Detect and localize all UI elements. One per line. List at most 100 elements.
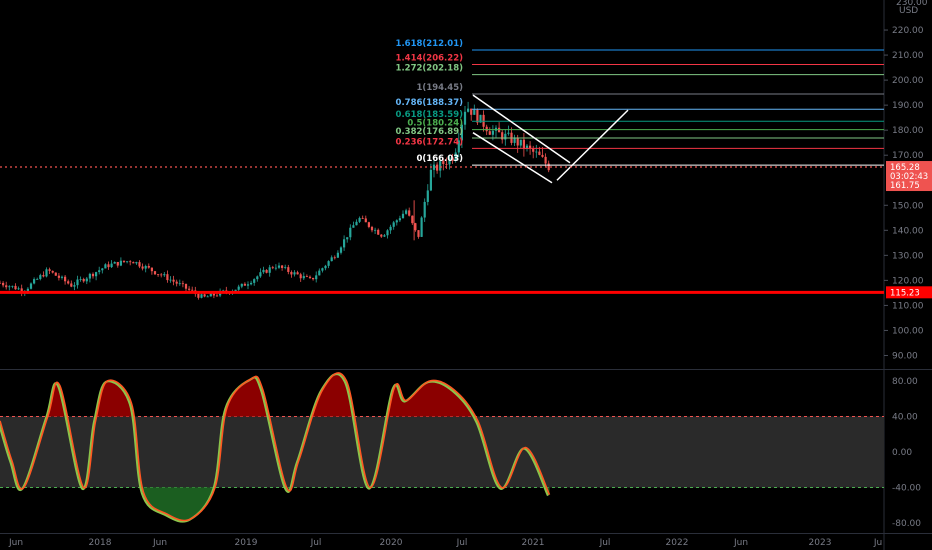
candle-body	[377, 229, 380, 235]
candle-body	[346, 237, 349, 240]
candles[interactable]	[0, 101, 550, 300]
oscillator-pane[interactable]	[0, 372, 884, 523]
candle-body	[212, 293, 215, 296]
candle-body	[237, 286, 240, 290]
trend-drawings[interactable]	[472, 94, 629, 184]
candle-body	[91, 273, 95, 277]
candle-body	[367, 222, 370, 227]
prev-price-value: 161.75	[890, 181, 920, 191]
last-price-value: 165.28	[890, 163, 920, 173]
candle-body	[330, 257, 333, 262]
time-axis-label: 2023	[809, 538, 832, 548]
time-axis-label: Jul	[599, 538, 611, 548]
fib-level-label: 0.5(180.24)	[407, 119, 463, 129]
bar-countdown: 03:02:43	[890, 172, 928, 182]
candle-body	[308, 276, 312, 278]
time-axis[interactable]: Jun 2018 Jun 2019 Jul 2020 Jul 2021 Jul 2022 Jun 20…	[8, 538, 882, 548]
candle-body	[0, 282, 2, 284]
candle-body	[147, 266, 150, 268]
time-axis-label: Jun	[8, 538, 23, 548]
fib-level-label: 1.414(206.22)	[396, 54, 464, 64]
candle-body	[243, 283, 246, 286]
last-price-tag	[886, 161, 932, 192]
candle-body	[259, 272, 262, 277]
price-tick-label: 150.00	[892, 201, 924, 211]
candle-body	[383, 235, 386, 237]
candle-body	[287, 267, 290, 272]
candle-body	[64, 276, 67, 282]
candle-body	[281, 265, 284, 268]
candle-body	[284, 267, 287, 268]
candle-body	[57, 275, 60, 278]
candle-body	[126, 261, 129, 263]
price-tick-label: 180.00	[892, 126, 924, 136]
candle-body	[364, 218, 367, 223]
candle-body	[411, 215, 414, 224]
candle-body	[315, 275, 318, 280]
candle-body	[439, 160, 442, 171]
candle-body	[70, 283, 73, 287]
fibonacci-retracement[interactable]: 1.618(212.01) 1.414(206.22)1.272(202.18) 1…	[396, 39, 884, 166]
candle-body	[85, 278, 88, 282]
candle-body	[45, 269, 48, 277]
candle-body	[436, 164, 439, 171]
price-axis[interactable]: 220.00 210.00 200.00 190.00 180.00 170.00 150.…	[884, 0, 928, 361]
candle-body	[445, 163, 448, 165]
oscillator-axis[interactable]: 80.00 40.00 0.00 -40.00 -80.00	[892, 377, 921, 529]
candle-body	[299, 274, 302, 279]
candle-body	[420, 217, 423, 237]
candle-body	[8, 286, 11, 288]
horizontal-levels[interactable]	[0, 166, 884, 294]
oscillator-band	[0, 416, 884, 488]
candle-body	[386, 230, 389, 236]
candle-body	[454, 152, 457, 161]
channel-lower-line	[472, 132, 553, 184]
candle-body	[178, 283, 181, 285]
price-tick-label: 90.00	[892, 351, 918, 361]
price-tick-label: 140.00	[892, 226, 924, 236]
candle-body	[209, 293, 212, 297]
oscillator-tick-label: -80.00	[892, 519, 921, 529]
candle-body	[476, 109, 479, 123]
candle-body	[327, 261, 330, 266]
candle-body	[42, 275, 45, 277]
candle-body	[20, 288, 23, 293]
candle-body	[101, 268, 104, 271]
candle-body	[426, 190, 429, 202]
candle-body	[302, 276, 305, 279]
candle-body	[467, 108, 470, 112]
candle-body	[389, 226, 392, 231]
candle-body	[166, 274, 169, 281]
time-axis-label: Jul	[456, 538, 468, 548]
candle-body	[442, 160, 445, 164]
candle-body	[544, 156, 547, 164]
fib-level-label: 1.618(212.01)	[396, 39, 464, 49]
candle-body	[398, 218, 401, 221]
oscillator-tick-label: 0.00	[892, 448, 912, 458]
candle-body	[191, 289, 194, 291]
oscillator-line	[0, 372, 551, 522]
candle-body	[470, 108, 473, 115]
fib-level-label: 1.272(202.18)	[396, 64, 464, 74]
candle-body	[370, 226, 374, 231]
fib-level-label: 0.786(188.37)	[396, 98, 464, 108]
candle-body	[5, 285, 8, 288]
candle-body	[29, 283, 33, 289]
candle-body	[33, 279, 36, 284]
price-tick-label: 190.00	[892, 101, 924, 111]
candle-body	[485, 126, 488, 132]
candle-body	[197, 293, 200, 298]
time-axis-label: Ju	[873, 538, 882, 548]
candle-body	[333, 257, 336, 259]
price-tick-label: 230.00	[896, 0, 928, 8]
candle-body	[358, 217, 361, 222]
candle-body	[361, 217, 364, 219]
candle-body	[532, 148, 535, 152]
candle-body	[473, 109, 476, 115]
fib-level-label: 1(194.45)	[417, 83, 464, 93]
candle-body	[355, 221, 358, 226]
candle-body	[401, 213, 405, 219]
candle-body	[141, 266, 144, 269]
